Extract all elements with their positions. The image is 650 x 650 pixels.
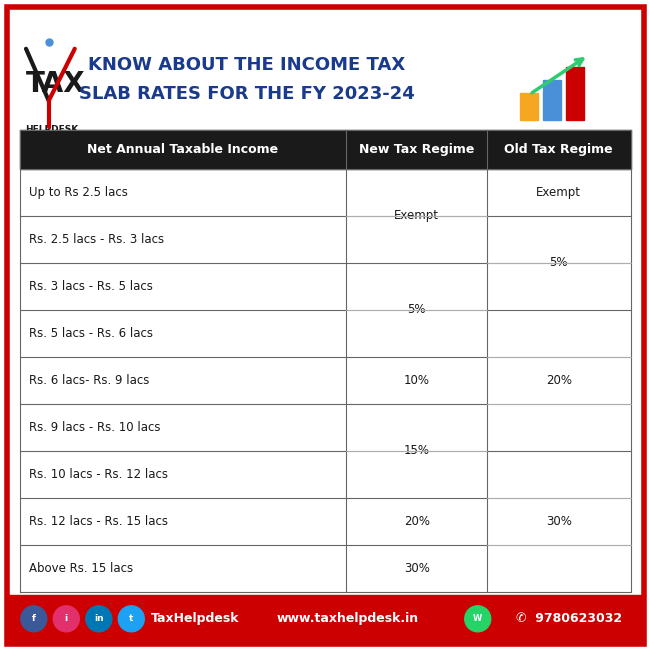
Text: Above Rs. 15 lacs: Above Rs. 15 lacs bbox=[29, 562, 133, 575]
Text: Exempt: Exempt bbox=[536, 186, 581, 199]
Circle shape bbox=[21, 606, 47, 632]
Bar bbox=[520, 93, 538, 120]
Text: Rs. 10 lacs - Rs. 12 lacs: Rs. 10 lacs - Rs. 12 lacs bbox=[29, 467, 168, 480]
Text: 5%: 5% bbox=[408, 304, 426, 317]
Text: f: f bbox=[32, 614, 36, 623]
Circle shape bbox=[86, 606, 112, 632]
Text: Rs. 3 lacs - Rs. 5 lacs: Rs. 3 lacs - Rs. 5 lacs bbox=[29, 280, 153, 293]
Text: Rs. 12 lacs - Rs. 15 lacs: Rs. 12 lacs - Rs. 15 lacs bbox=[29, 515, 168, 528]
Circle shape bbox=[118, 606, 144, 632]
Bar bbox=[20, 130, 630, 169]
Text: KNOW ABOUT THE INCOME TAX: KNOW ABOUT THE INCOME TAX bbox=[88, 56, 406, 74]
Bar bbox=[6, 595, 644, 644]
Text: www.taxhelpdesk.in: www.taxhelpdesk.in bbox=[277, 612, 419, 625]
Text: Net Annual Taxable Income: Net Annual Taxable Income bbox=[87, 143, 278, 156]
Bar bbox=[566, 67, 584, 120]
Text: Old Tax Regime: Old Tax Regime bbox=[504, 143, 613, 156]
Circle shape bbox=[465, 606, 491, 632]
Text: Up to Rs 2.5 lacs: Up to Rs 2.5 lacs bbox=[29, 186, 128, 199]
Text: New Tax Regime: New Tax Regime bbox=[359, 143, 474, 156]
Text: 30%: 30% bbox=[546, 515, 571, 528]
Text: SLAB RATES FOR THE FY 2023-24: SLAB RATES FOR THE FY 2023-24 bbox=[79, 85, 415, 103]
Text: 30%: 30% bbox=[404, 562, 430, 575]
Text: Rs. 6 lacs- Rs. 9 lacs: Rs. 6 lacs- Rs. 9 lacs bbox=[29, 374, 150, 387]
Text: Rs. 5 lacs - Rs. 6 lacs: Rs. 5 lacs - Rs. 6 lacs bbox=[29, 327, 153, 340]
Circle shape bbox=[53, 606, 79, 632]
Text: TaxHelpdesk: TaxHelpdesk bbox=[151, 612, 239, 625]
Text: in: in bbox=[94, 614, 103, 623]
Text: i: i bbox=[65, 614, 68, 623]
Text: W: W bbox=[473, 614, 482, 623]
Text: t: t bbox=[129, 614, 133, 623]
Bar bbox=[543, 80, 561, 120]
Text: 15%: 15% bbox=[404, 444, 430, 457]
Text: 20%: 20% bbox=[546, 374, 572, 387]
Text: ✆  9780623032: ✆ 9780623032 bbox=[515, 612, 622, 625]
Text: TAX: TAX bbox=[26, 70, 86, 99]
Text: HELPDESK: HELPDESK bbox=[25, 125, 78, 135]
Text: Exempt: Exempt bbox=[394, 209, 439, 222]
Text: Rs. 9 lacs - Rs. 10 lacs: Rs. 9 lacs - Rs. 10 lacs bbox=[29, 421, 161, 434]
Text: 5%: 5% bbox=[549, 256, 568, 269]
Bar bbox=[20, 169, 630, 592]
Text: 10%: 10% bbox=[404, 374, 430, 387]
Text: 20%: 20% bbox=[404, 515, 430, 528]
Text: Rs. 2.5 lacs - Rs. 3 lacs: Rs. 2.5 lacs - Rs. 3 lacs bbox=[29, 233, 164, 246]
